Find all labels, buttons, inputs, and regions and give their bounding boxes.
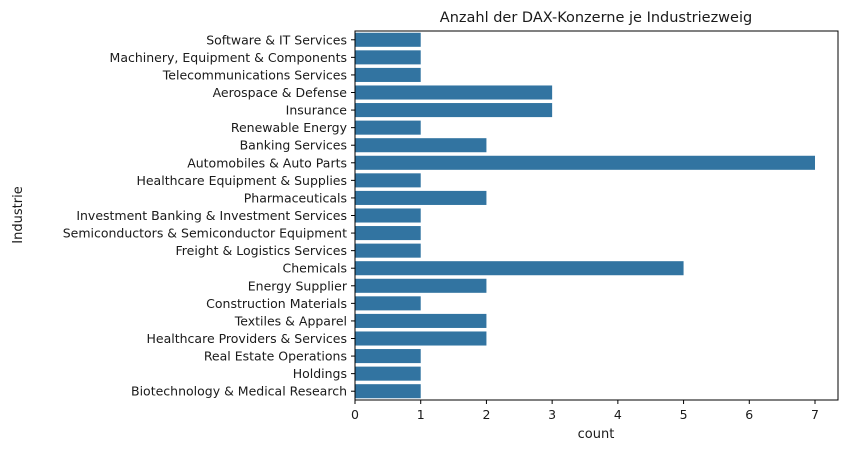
x-ticks-group: 0 1 2 3 4 5 6 7 (351, 400, 819, 422)
y-tick-label: Investment Banking & Investment Services (76, 208, 347, 223)
bar (355, 226, 421, 241)
y-tick-label: Semiconductors & Semiconductor Equipment (63, 226, 347, 241)
y-axis-label: Industrie (11, 186, 26, 243)
y-tick-label: Chemicals (282, 261, 347, 276)
y-tick-label: Banking Services (240, 138, 347, 153)
y-ticks-group: Software & IT Services Machinery, Equipme… (63, 32, 355, 399)
x-tick-label: 2 (482, 407, 490, 422)
y-tick-label: Construction Materials (206, 296, 347, 311)
y-tick-label: Software & IT Services (206, 32, 347, 47)
bar (355, 331, 487, 346)
x-tick-label: 0 (351, 407, 359, 422)
bar (355, 384, 421, 399)
y-tick-label: Textiles & Apparel (234, 313, 347, 328)
bar (355, 190, 487, 205)
bar (355, 208, 421, 223)
bar (355, 296, 421, 311)
bar (355, 50, 421, 65)
bar (355, 366, 421, 381)
y-tick-label: Aerospace & Defense (213, 85, 348, 100)
chart-title: Anzahl der DAX-Konzerne je Industriezwei… (440, 10, 752, 26)
y-tick-label: Insurance (286, 103, 348, 118)
y-tick-label: Machinery, Equipment & Components (110, 50, 347, 65)
bar (355, 138, 487, 153)
x-tick-label: 5 (680, 407, 688, 422)
x-tick-label: 7 (811, 407, 819, 422)
bar (355, 313, 487, 328)
bar (355, 67, 421, 82)
bar (355, 120, 421, 135)
y-tick-label: Healthcare Equipment & Supplies (136, 173, 347, 188)
x-tick-label: 6 (745, 407, 753, 422)
bar (355, 85, 553, 100)
bar (355, 103, 553, 118)
axes-frame (354, 30, 839, 401)
bar (355, 278, 487, 293)
y-tick-label: Holdings (293, 366, 347, 381)
y-tick-label: Freight & Logistics Services (175, 243, 347, 258)
bar (355, 155, 815, 170)
bar (355, 243, 421, 258)
x-axis-label: count (578, 427, 615, 442)
y-tick-label: Healthcare Providers & Services (147, 331, 348, 346)
x-tick-label: 3 (548, 407, 556, 422)
y-tick-label: Renewable Energy (231, 120, 348, 135)
x-tick-label: 4 (614, 407, 622, 422)
bar (355, 32, 421, 47)
y-tick-label: Real Estate Operations (204, 349, 347, 364)
y-tick-label: Energy Supplier (248, 278, 348, 293)
bar (355, 173, 421, 188)
y-tick-label: Telecommunications Services (162, 67, 347, 82)
bar (355, 261, 684, 276)
bars-group (355, 32, 815, 399)
y-tick-label: Biotechnology & Medical Research (131, 384, 347, 399)
y-tick-label: Automobiles & Auto Parts (187, 155, 347, 170)
bar (355, 349, 421, 364)
x-tick-label: 1 (417, 407, 425, 422)
y-tick-label: Pharmaceuticals (244, 190, 347, 205)
